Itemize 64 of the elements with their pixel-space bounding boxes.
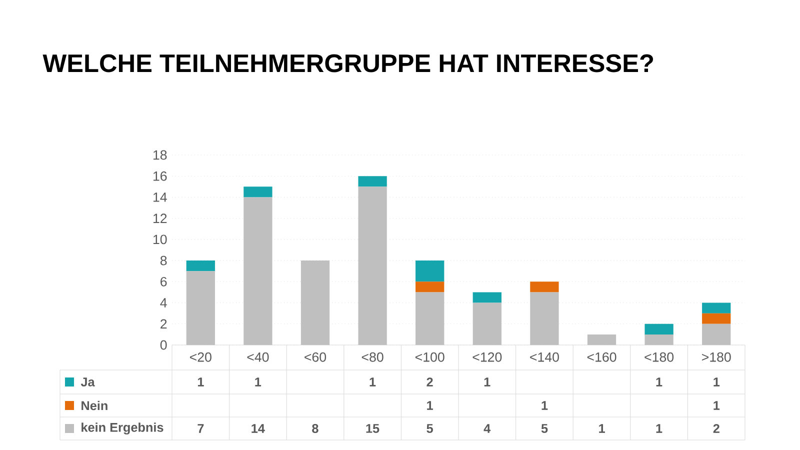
bar [416,292,444,345]
data-label: 1 [656,424,662,433]
data-label: 1 [714,378,720,386]
data-label: 1 [370,378,376,386]
data-label: 1 [427,401,433,410]
bar [644,324,674,334]
data-label: 1 [656,378,662,386]
bar [587,334,616,345]
data-label: 5 [541,424,548,433]
bar [416,282,444,292]
bar [702,313,731,324]
bar [472,302,502,345]
legend-label: Ja [80,378,95,386]
legend-label: kein Ergebnis [82,422,164,434]
bar [358,176,387,187]
x-tick-label: <100 [415,352,444,362]
x-tick-label: <160 [587,352,616,362]
data-label: 1 [198,378,204,386]
x-tick-label: <140 [530,352,559,362]
y-tick-label: 2 [160,319,167,329]
bar [300,260,330,345]
x-tick-label: <20 [190,352,212,362]
bar [702,324,731,345]
bar [186,260,215,272]
y-tick-label: 0 [160,340,167,350]
x-tick-label: <40 [247,352,269,362]
bar [186,271,215,345]
bar [530,282,559,292]
bar [644,334,674,345]
bar [702,302,731,314]
y-tick-label: 6 [160,276,167,286]
data-label: 5 [426,424,433,433]
y-tick-label: 12 [153,214,167,223]
data-label: 4 [484,424,491,433]
x-tick-label: <180 [644,352,674,362]
bar [530,292,559,345]
data-label: 14 [252,424,265,433]
y-tick-label: 18 [153,150,167,160]
data-label: 8 [312,424,318,433]
data-label: 1 [484,378,490,386]
y-tick-label: 10 [153,234,167,244]
bar [416,260,444,282]
x-tick-label: <80 [362,352,384,362]
y-tick-label: 8 [160,256,167,266]
data-label: 7 [198,424,204,433]
chart-title: WELCHE TEILNEHMERGRUPPE HAT INTERESSE? [42,54,654,72]
y-tick-label: 14 [153,192,167,202]
data-label: 1 [714,401,720,410]
data-label: 1 [255,378,262,386]
data-label: 2 [426,378,433,386]
data-label: 1 [542,401,548,410]
y-tick-label: 4 [160,298,167,308]
x-tick-label: >180 [702,352,731,362]
bar [472,292,502,303]
legend-label: Nein [82,400,108,410]
data-label: 15 [366,424,380,433]
bar [244,197,272,345]
data-label: 1 [599,424,605,433]
y-tick-label: 16 [153,171,167,181]
x-tick-label: <60 [304,352,326,362]
data-label: 2 [713,424,720,433]
bar [358,186,387,345]
x-tick-label: <120 [472,352,502,362]
bar [244,186,272,198]
